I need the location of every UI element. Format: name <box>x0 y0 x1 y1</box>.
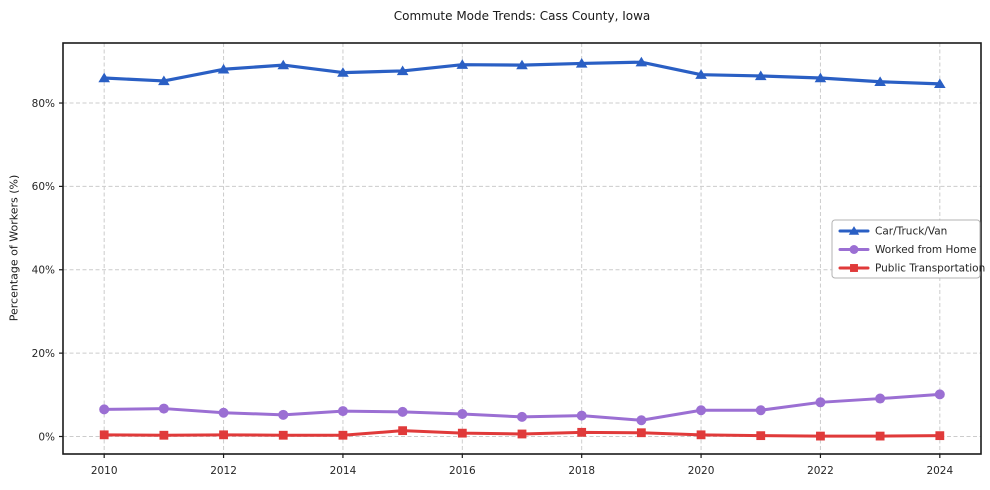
chart-title: Commute Mode Trends: Cass County, Iowa <box>393 9 651 23</box>
circle-marker <box>397 406 408 417</box>
square-marker <box>457 428 467 438</box>
square-marker <box>517 429 527 439</box>
triangle-marker <box>456 59 469 69</box>
y-tick-label: 40% <box>32 265 55 277</box>
triangle-marker <box>337 67 349 77</box>
triangle-marker <box>814 72 827 83</box>
square-marker <box>99 430 109 440</box>
triangle-marker <box>934 78 946 89</box>
square-marker <box>338 430 348 440</box>
square-marker <box>159 430 169 440</box>
circle-marker <box>849 245 859 254</box>
x-tick-label: 2016 <box>449 465 476 477</box>
square-marker <box>875 431 885 441</box>
circle-marker <box>755 405 766 416</box>
circle-marker <box>696 405 707 416</box>
y-tick-label: 20% <box>32 348 55 360</box>
circle-marker <box>934 389 945 400</box>
square-marker <box>756 431 766 441</box>
square-marker <box>219 430 228 440</box>
triangle-marker <box>874 76 886 86</box>
x-tick-label: 2022 <box>807 465 834 477</box>
circle-marker <box>576 410 587 421</box>
x-tick-label: 2024 <box>926 465 953 477</box>
legend-label: Worked from Home <box>875 244 976 256</box>
square-marker <box>696 430 706 440</box>
triangle-marker <box>635 56 648 67</box>
legend-label: Public Transportation <box>875 263 985 275</box>
plot-border <box>62 42 982 455</box>
square-marker <box>935 431 945 441</box>
square-marker <box>816 431 825 441</box>
legend-box <box>831 219 981 279</box>
y-axis-label: Percentage of Workers (%) <box>7 174 21 322</box>
square-marker <box>398 426 408 436</box>
legend: Car/Truck/Van Worked from Home Public Tran… <box>831 219 985 279</box>
circle-marker <box>875 393 886 404</box>
circle-marker <box>337 406 348 417</box>
circle-marker <box>158 403 169 414</box>
triangle-marker <box>848 226 860 235</box>
series-public-transportation <box>99 426 945 441</box>
series-worked-from-home <box>99 389 945 426</box>
square-marker <box>850 264 858 272</box>
triangle-marker <box>695 69 707 79</box>
triangle-marker <box>575 58 588 68</box>
circle-marker <box>99 404 110 415</box>
circle-marker <box>636 415 647 426</box>
circle-marker <box>815 397 826 408</box>
triangle-marker <box>516 59 528 70</box>
legend-entry-worked-from-home: Worked from Home <box>838 244 976 256</box>
square-marker <box>577 427 587 437</box>
triangle-marker <box>158 75 170 86</box>
triangle-marker <box>217 63 230 74</box>
triangle-marker <box>754 70 767 81</box>
x-tick-label: 2018 <box>568 465 595 477</box>
circle-marker <box>278 409 289 420</box>
x-tick-label: 2012 <box>210 465 237 477</box>
y-tick-label: 60% <box>32 181 55 193</box>
axis-ticks: 2010 2012 2014 2016 2018 2020 2022 2024 0% 20% 40%… <box>32 98 954 477</box>
series-car-truck-van <box>98 56 946 89</box>
x-tick-label: 2014 <box>330 465 357 477</box>
square-marker <box>636 428 646 438</box>
square-marker <box>278 430 288 440</box>
circle-marker <box>517 411 527 422</box>
triangle-marker <box>277 59 290 70</box>
triangle-marker <box>98 72 110 83</box>
x-tick-label: 2010 <box>91 465 118 477</box>
circle-marker <box>218 407 229 418</box>
y-tick-label: 80% <box>32 98 55 110</box>
circle-marker <box>457 408 468 419</box>
legend-entry-car-truck-van: Car/Truck/Van <box>838 226 947 238</box>
triangle-marker <box>396 65 409 76</box>
x-tick-label: 2020 <box>688 465 715 477</box>
legend-entry-public-transportation: Public Transportation <box>838 263 985 275</box>
legend-label: Car/Truck/Van <box>875 226 947 238</box>
y-tick-label: 0% <box>38 431 55 443</box>
